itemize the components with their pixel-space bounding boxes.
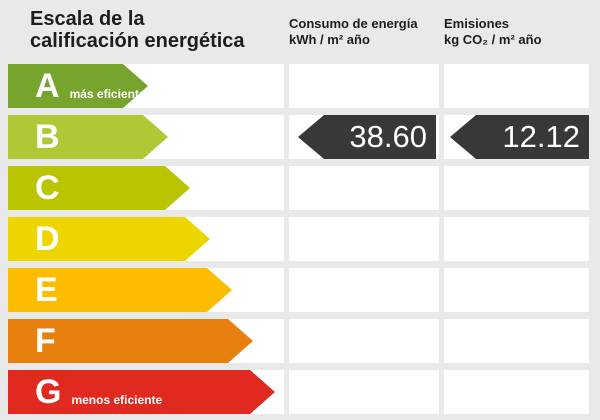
rating-arrow-b: B: [8, 115, 168, 159]
consumo-value: 38.60: [349, 119, 427, 154]
consumo-cell-g: [289, 370, 439, 414]
emisiones-cell-c: [444, 166, 589, 210]
emisiones-value: 12.12: [502, 119, 580, 154]
column-header-emisiones-unit: kg CO₂ / m² año: [444, 32, 542, 47]
consumo-cell-e: [289, 268, 439, 312]
consumo-cell-c: [289, 166, 439, 210]
emisiones-cell-f: [444, 319, 589, 363]
rating-row-b: B 38.60 12.12: [8, 115, 589, 159]
scale-cell-f: F: [8, 319, 284, 363]
scale-cell-d: D: [8, 217, 284, 261]
rating-row-d: D: [8, 217, 589, 261]
rating-arrow-g: G menos eficiente: [8, 370, 275, 414]
rating-letter-c: C: [35, 169, 60, 207]
rating-row-g: G menos eficiente: [8, 370, 589, 414]
rating-scale-table: A más eficiente B 38.60 12.12 C: [8, 64, 589, 414]
column-header-emisiones-label: Emisiones: [444, 16, 510, 31]
consumo-cell-f: [289, 319, 439, 363]
rating-letter-f: F: [35, 322, 56, 360]
rating-letter-a: A: [35, 67, 60, 105]
consumo-cell-a: [289, 64, 439, 108]
consumo-value-arrow: 38.60: [298, 115, 436, 159]
rating-arrow-a: A más eficiente: [8, 64, 148, 108]
column-header-consumo-label: Consumo de energía: [289, 16, 418, 31]
rating-letter-d: D: [35, 220, 60, 258]
rating-arrow-e: E: [8, 268, 232, 312]
emisiones-cell-d: [444, 217, 589, 261]
rating-letter-e: E: [35, 271, 58, 309]
emisiones-cell-b: 12.12: [444, 115, 589, 159]
scale-cell-b: B: [8, 115, 284, 159]
rating-row-c: C: [8, 166, 589, 210]
rating-arrow-c: C: [8, 166, 190, 210]
consumo-cell-d: [289, 217, 439, 261]
consumo-cell-b: 38.60: [289, 115, 439, 159]
page-title: Escala de la calificación energética: [30, 8, 245, 52]
rating-letter-b: B: [35, 118, 60, 156]
rating-note-most-efficient: más eficiente: [69, 87, 146, 101]
emisiones-cell-a: [444, 64, 589, 108]
rating-note-least-efficient: menos eficiente: [71, 393, 163, 407]
scale-cell-a: A más eficiente: [8, 64, 284, 108]
rating-letter-g: G: [35, 373, 62, 411]
column-header-emisiones: Emisiones kg CO₂ / m² año: [444, 16, 542, 48]
scale-cell-e: E: [8, 268, 284, 312]
column-header-consumo-unit: kWh / m² año: [289, 32, 370, 47]
rating-arrow-d: D: [8, 217, 210, 261]
scale-cell-c: C: [8, 166, 284, 210]
emisiones-value-arrow: 12.12: [450, 115, 589, 159]
rating-row-e: E: [8, 268, 589, 312]
emisiones-cell-e: [444, 268, 589, 312]
emisiones-cell-g: [444, 370, 589, 414]
page-title-line2: calificación energética: [30, 30, 245, 52]
page-title-line1: Escala de la: [30, 8, 145, 30]
column-header-consumo: Consumo de energía kWh / m² año: [289, 16, 418, 48]
rating-arrow-f: F: [8, 319, 253, 363]
rating-row-f: F: [8, 319, 589, 363]
rating-row-a: A más eficiente: [8, 64, 589, 108]
scale-cell-g: G menos eficiente: [8, 370, 284, 414]
